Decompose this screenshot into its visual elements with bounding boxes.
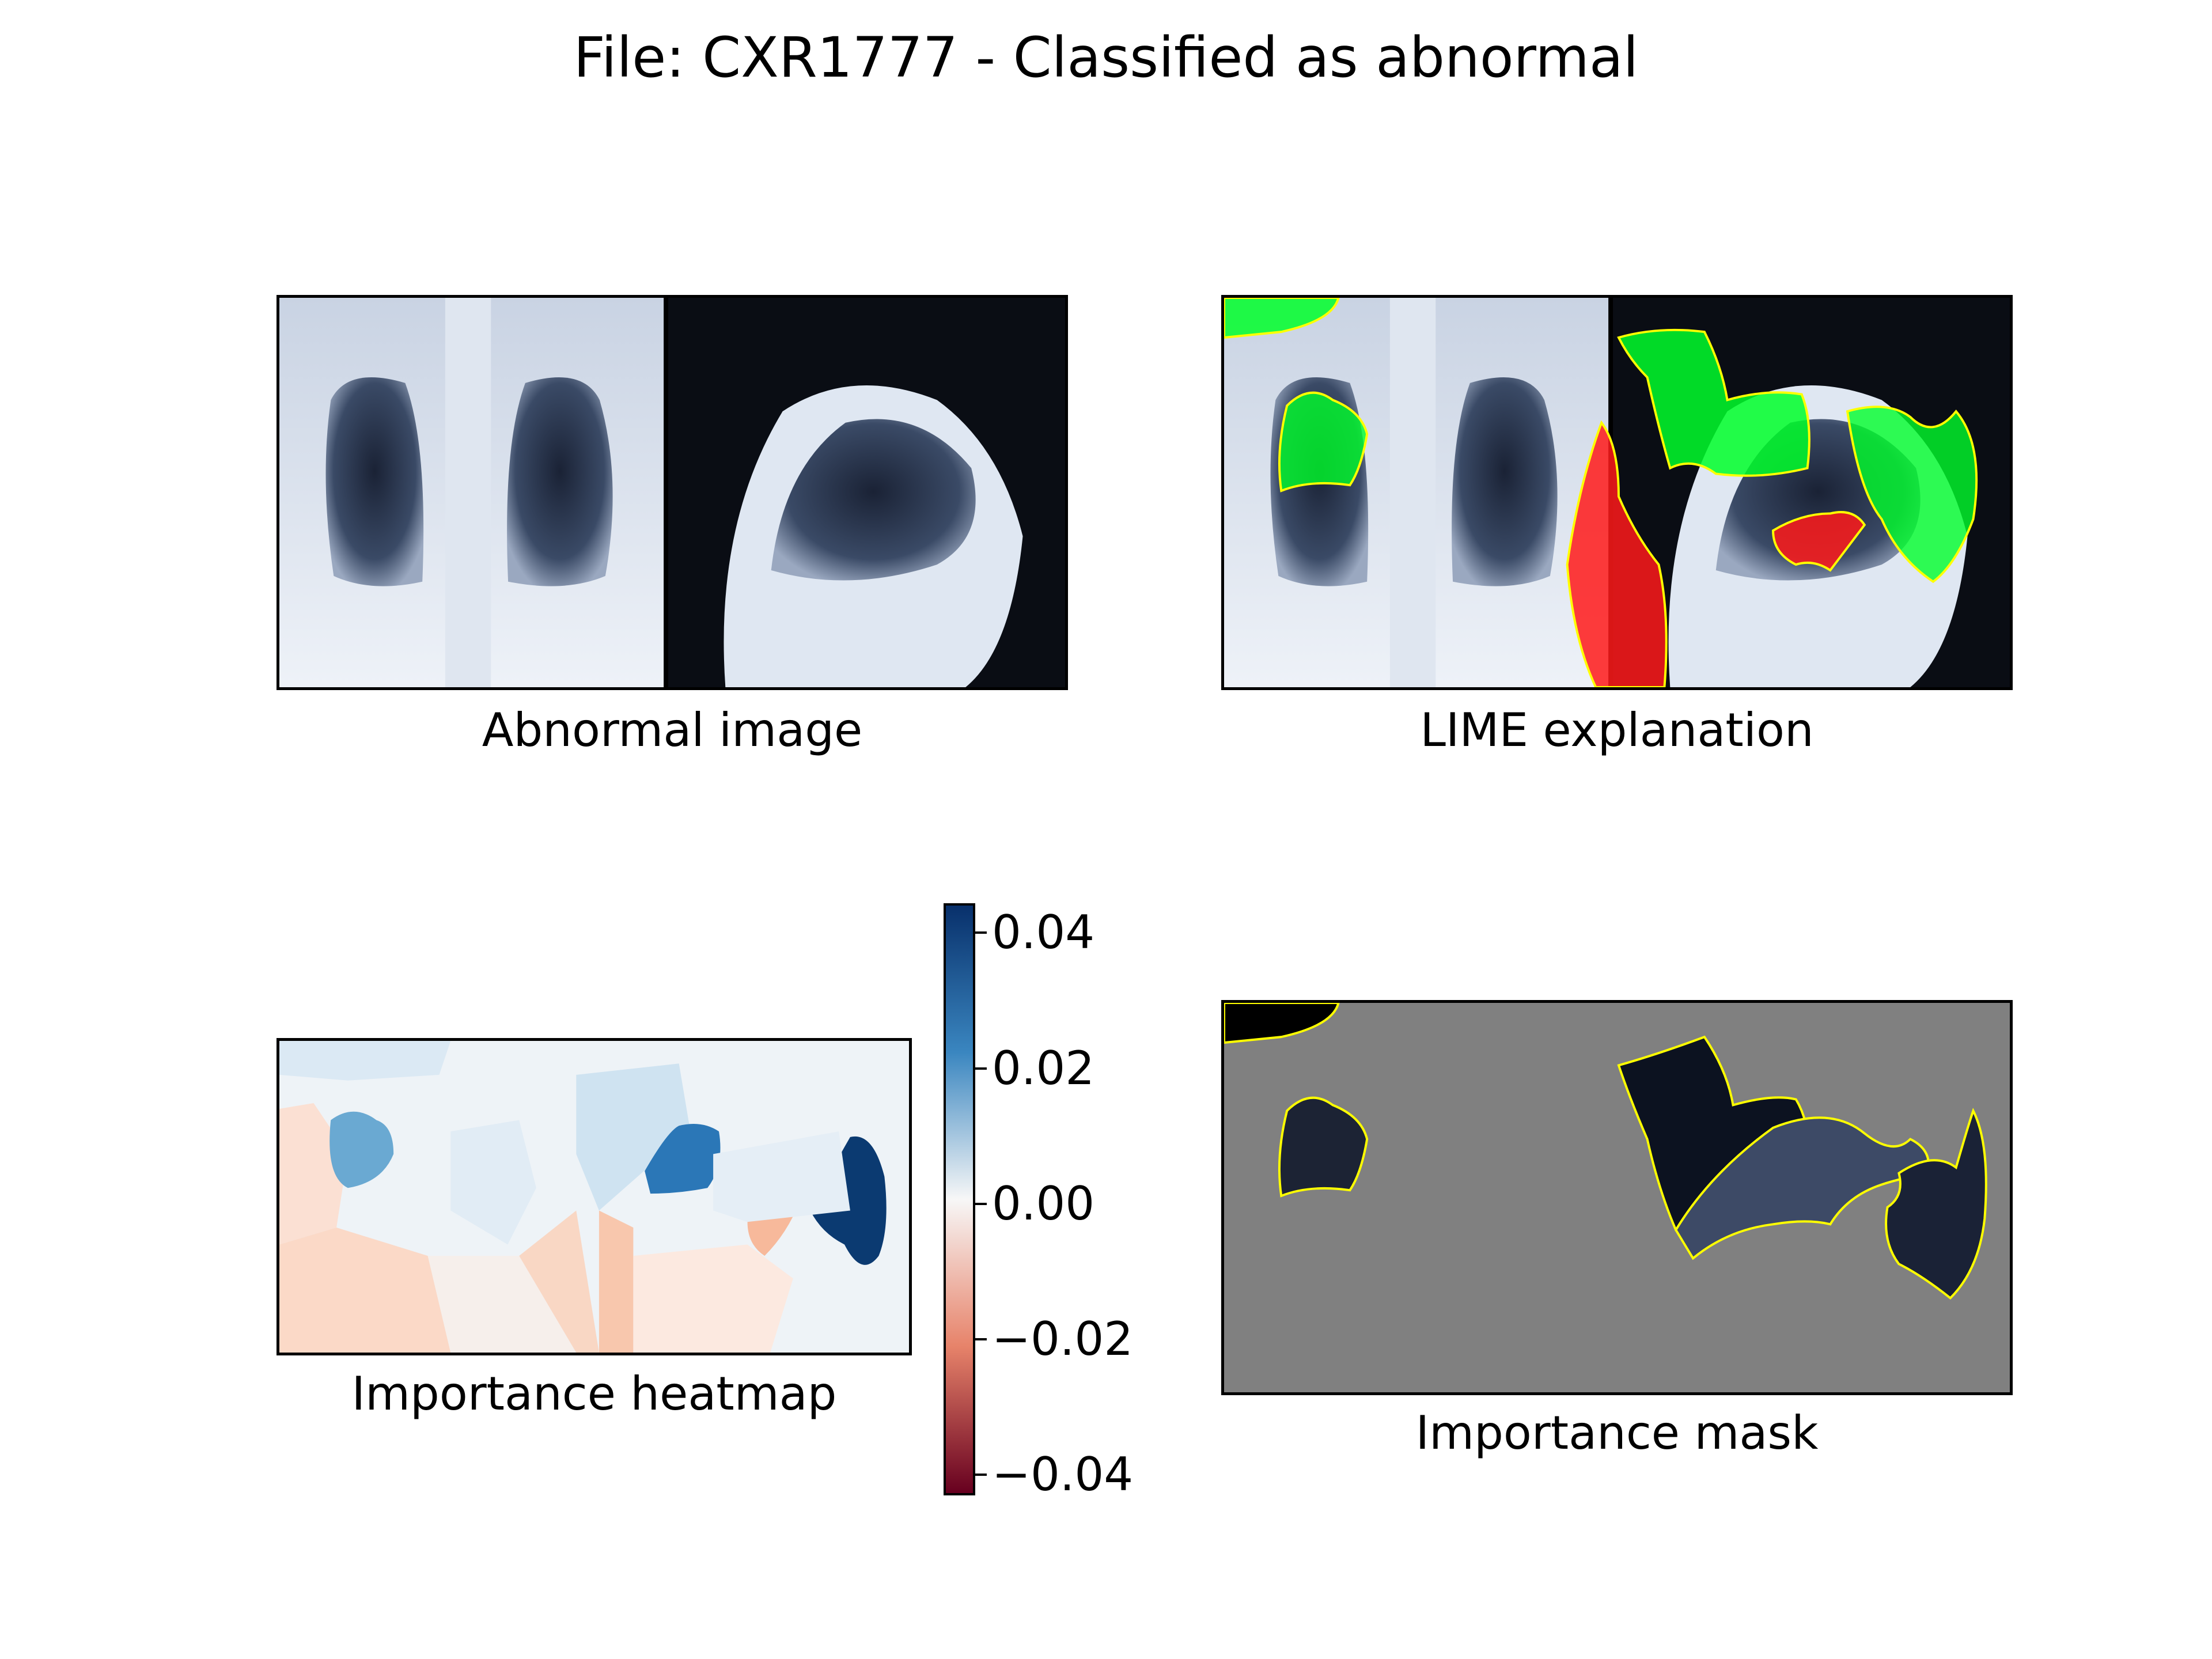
colorbar-tick-label: 0.00 — [992, 1177, 1095, 1230]
lime-overlay-image — [1224, 298, 2010, 687]
heatmap-segment — [329, 1111, 394, 1188]
colorbar-tick — [975, 1338, 987, 1340]
colorbar-tick — [975, 931, 987, 934]
heatmap-segment — [747, 1214, 793, 1256]
positive-region — [1617, 328, 1810, 477]
negative-region — [1566, 420, 1668, 687]
colorbar-tick — [975, 1067, 987, 1070]
importance-mask-panel — [1221, 1000, 2013, 1395]
positive-region — [1224, 298, 1340, 339]
positive-region — [1846, 406, 1978, 584]
mask-region — [1278, 1096, 1369, 1198]
mask-region — [1885, 1108, 1987, 1300]
colorbar-tick — [975, 1474, 987, 1476]
lime-explanation-panel — [1221, 295, 2013, 690]
xray-image — [279, 298, 1065, 687]
lime-explanation-caption: LIME explanation — [1420, 703, 1814, 757]
negative-region — [1772, 511, 1866, 572]
importance-mask-caption: Importance mask — [1415, 1406, 1819, 1460]
figure-title: File: CXR1777 - Classified as abnormal — [573, 25, 1639, 90]
heatmap-segment — [645, 1124, 721, 1194]
mask-image — [1224, 1003, 2010, 1392]
colorbar-tick-label: 0.02 — [992, 1041, 1095, 1095]
heatmap-image — [279, 1041, 909, 1353]
importance-heatmap-caption: Importance heatmap — [351, 1367, 837, 1421]
abnormal-image-panel — [276, 295, 1068, 690]
colorbar-tick-label: −0.02 — [992, 1312, 1134, 1366]
colorbar-tick — [975, 1203, 987, 1205]
abnormal-image-caption: Abnormal image — [482, 703, 863, 757]
mask-region — [1224, 1003, 1340, 1044]
positive-region — [1278, 391, 1369, 493]
colorbar — [944, 903, 975, 1495]
colorbar-tick-label: 0.04 — [992, 906, 1095, 959]
importance-heatmap-panel — [276, 1038, 912, 1355]
colorbar-tick-label: −0.04 — [992, 1448, 1134, 1501]
